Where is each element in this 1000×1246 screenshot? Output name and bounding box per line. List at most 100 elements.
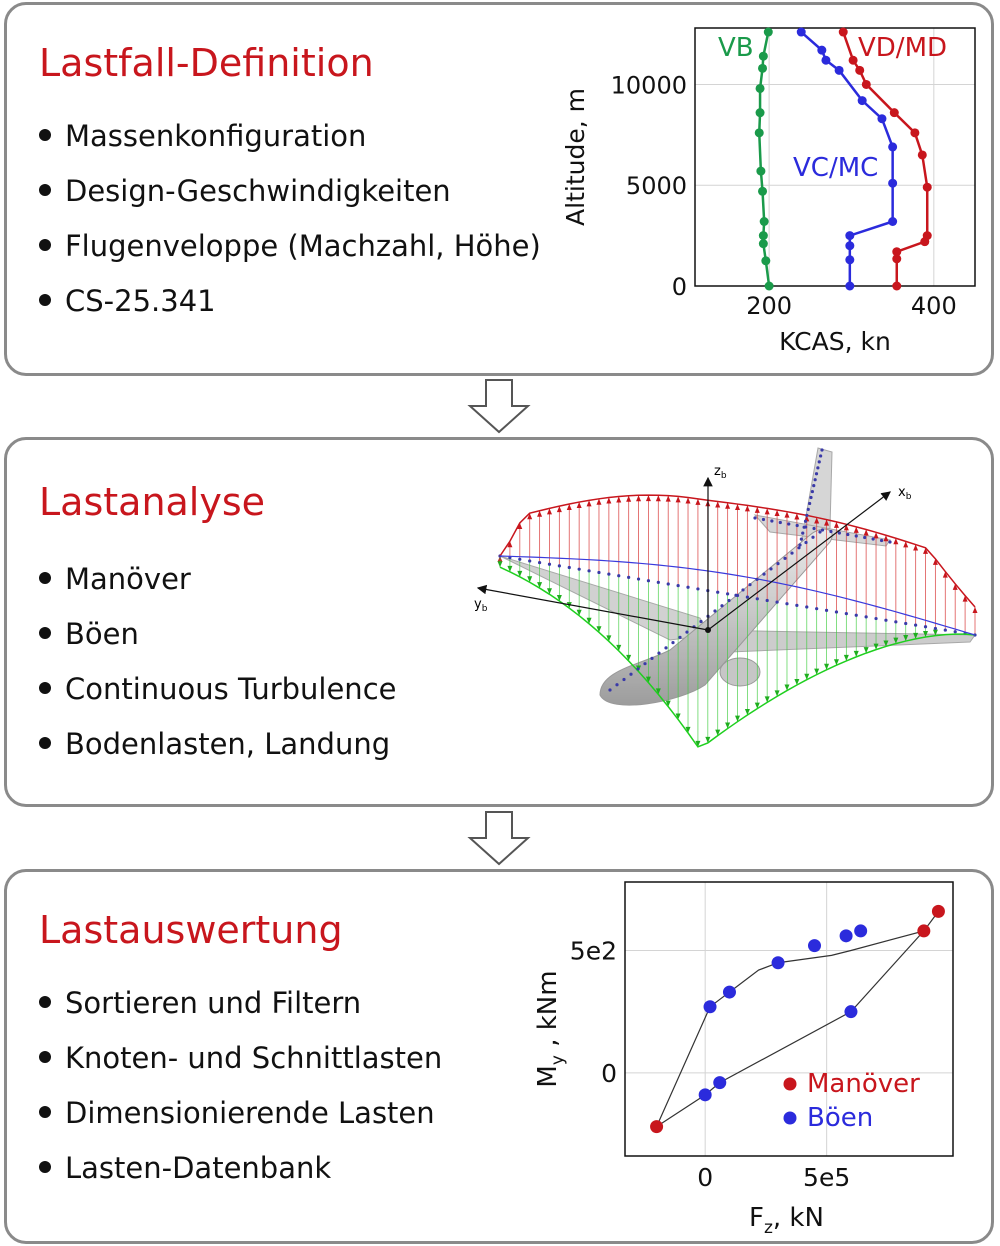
data-point [877,114,887,124]
list-item: Manöver [39,552,396,607]
panel-title: Lastanalyse [39,480,266,524]
node-dot [720,604,724,608]
arrowhead [735,715,740,722]
node-dot [804,525,808,529]
arrowhead [853,526,859,533]
arrowhead [794,513,800,520]
node-dot [607,572,611,576]
node-dot [815,607,819,611]
data-point [931,904,945,918]
node-dot [894,620,898,624]
node-dot [816,466,820,470]
node-dot [778,520,782,525]
node-dot [783,556,787,560]
node-dot [805,513,809,517]
node-dot [671,641,675,645]
arrowhead [814,668,820,675]
node-dot [734,593,738,597]
node-dot [813,478,817,482]
node-dot [943,628,947,632]
node-dot [664,646,668,650]
list-item: Bodenlasten, Landung [39,717,396,772]
arrowhead [596,626,602,633]
arrowhead [556,506,562,513]
data-point [845,281,855,291]
arrowhead [606,497,612,504]
legend-marker [783,1077,797,1091]
node-dot [557,564,561,568]
x-tick-label: 200 [746,292,792,320]
node-dot [837,531,841,535]
node-dot [567,565,571,570]
arrowhead [754,506,760,513]
data-point [917,924,931,938]
arrowhead [735,504,740,511]
data-point [892,254,902,264]
legend-label: Böen [807,1103,873,1133]
y-tick-label: 10000 [611,71,687,99]
panel-title: Lastfall-Definition [39,41,374,85]
bullet-icon [39,239,51,251]
node-dot [755,597,759,601]
node-dot [666,582,670,586]
node-dot [795,523,799,528]
data-point [796,27,806,37]
node-dot [812,526,816,531]
x-tick-label: 400 [911,292,957,320]
aircraft-load-diagram: zb xb yb [474,447,978,748]
moment-force-chart: 0 5e5 0 5e2 Fz, kN My , kNm Manöver Böen [533,881,954,1234]
down-arrow-icon [467,811,531,866]
node-dot [820,528,825,532]
node-dot [636,577,641,581]
node-dot [846,532,850,537]
data-point [755,108,765,118]
bullet-list: Sortieren und Filtern Knoten- und Schnit… [39,976,442,1196]
list-item: Knoten- und Schnittlasten [39,1031,442,1086]
bullet-icon [39,1106,51,1118]
node-dot [809,495,813,500]
legend-marker [783,1111,797,1125]
node-dot [587,569,591,573]
node-dot [769,567,773,571]
node-dot [801,531,805,535]
data-point [834,65,844,75]
node-dot [528,559,532,563]
node-dot [770,519,774,523]
data-point [650,1120,664,1134]
data-point [758,186,768,196]
data-point [761,256,771,266]
node-dot [871,537,875,541]
arrowhead [923,631,929,638]
arrowhead [932,629,938,636]
node-dot [884,618,888,622]
load-distribution-arrows [497,448,978,748]
node-dot [762,572,766,576]
arrowhead [824,519,830,526]
arrowhead [517,570,523,577]
arrowhead [833,521,839,528]
arrowhead [843,654,849,661]
node-dot [686,585,690,589]
data-point [855,65,865,75]
data-point [848,55,858,65]
node-dot [627,575,631,579]
bullet-icon [39,1161,51,1173]
node-dot [810,489,814,494]
node-dot [808,501,812,506]
node-dot [933,626,938,631]
series-label: VC/MC [793,153,878,183]
arrowhead [655,688,661,695]
node-dot [713,609,717,613]
data-point [759,217,769,226]
node-dot [806,507,810,511]
bullet-icon [39,996,51,1008]
data-point [763,27,773,37]
node-dot [741,588,745,592]
data-point [754,128,764,138]
arrowhead [923,547,929,554]
data-point [808,939,822,953]
node-dot [785,602,789,606]
arrowhead [507,565,513,572]
data-point [756,166,766,176]
arrowhead [616,644,622,651]
